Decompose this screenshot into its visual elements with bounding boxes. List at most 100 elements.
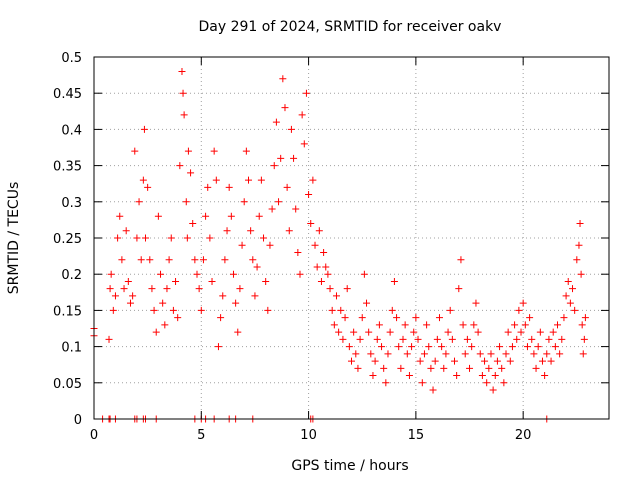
- axis-ticks: 0 0.05 0.1 0.15 0.2 0.25 0.3 0.35 0.4 0.45 0.5 0 5 10…: [53, 51, 609, 443]
- data-point: [206, 234, 214, 242]
- data-point: [543, 350, 551, 358]
- data-point: [163, 285, 171, 293]
- data-point: [498, 364, 506, 372]
- data-point: [307, 220, 315, 228]
- y-tick-label: 0.3: [61, 196, 82, 211]
- data-point: [397, 364, 405, 372]
- data-point: [487, 350, 495, 358]
- data-point: [332, 292, 340, 300]
- data-point: [459, 321, 467, 329]
- data-point: [352, 350, 360, 358]
- data-point: [322, 263, 330, 271]
- data-point: [240, 198, 248, 206]
- data-point: [292, 205, 300, 213]
- data-point: [106, 285, 114, 293]
- data-point: [401, 321, 409, 329]
- data-point: [423, 321, 431, 329]
- data-point: [506, 357, 514, 365]
- data-point: [341, 314, 349, 322]
- data-point: [326, 285, 334, 293]
- data-point: [199, 256, 207, 264]
- data-point: [129, 292, 137, 300]
- data-point: [124, 277, 132, 285]
- data-point: [232, 299, 240, 307]
- data-point: [189, 220, 197, 228]
- data-point: [195, 285, 203, 293]
- y-tick-label: 0.15: [53, 304, 82, 319]
- data-point: [183, 234, 191, 242]
- data-point: [107, 270, 115, 278]
- data-point: [453, 372, 461, 380]
- data-point: [390, 277, 398, 285]
- data-point: [519, 299, 527, 307]
- data-point: [122, 227, 130, 235]
- data-point: [227, 212, 235, 220]
- data-point: [174, 314, 182, 322]
- data-point: [448, 335, 456, 343]
- data-point: [283, 183, 291, 191]
- data-point: [427, 364, 435, 372]
- data-point: [229, 270, 237, 278]
- data-point: [386, 328, 394, 336]
- data-point: [161, 321, 169, 329]
- data-point: [384, 350, 392, 358]
- data-point: [272, 118, 280, 126]
- y-tick-label: 0.05: [53, 377, 82, 392]
- data-point: [556, 350, 564, 358]
- data-point: [418, 379, 426, 387]
- data-point: [564, 277, 572, 285]
- data-point: [165, 256, 173, 264]
- data-point: [433, 335, 441, 343]
- y-tick-label: 0.35: [53, 160, 82, 175]
- y-tick-label: 0.1: [61, 341, 82, 356]
- data-point: [210, 147, 218, 155]
- data-point: [305, 191, 313, 199]
- data-point: [320, 248, 328, 256]
- data-point: [339, 335, 347, 343]
- data-point: [219, 292, 227, 300]
- data-point: [485, 364, 493, 372]
- data-point: [169, 306, 177, 314]
- data-point: [116, 212, 124, 220]
- data-point: [287, 125, 295, 133]
- data-point: [187, 169, 195, 177]
- data-point: [578, 321, 586, 329]
- data-point: [118, 256, 126, 264]
- data-point: [515, 306, 523, 314]
- data-point: [343, 285, 351, 293]
- data-point: [120, 285, 128, 293]
- x-tick-label: 15: [408, 428, 425, 443]
- data-point: [257, 176, 265, 184]
- data-point: [560, 314, 568, 322]
- data-point: [455, 285, 463, 293]
- data-point: [270, 162, 278, 170]
- data-point: [159, 299, 167, 307]
- data-point: [262, 277, 270, 285]
- data-point: [363, 299, 371, 307]
- data-point: [554, 321, 561, 329]
- data-point: [579, 350, 587, 358]
- data-point: [111, 292, 119, 300]
- data-point: [182, 198, 190, 206]
- data-point: [315, 227, 323, 235]
- data-point: [268, 205, 276, 213]
- data-point: [324, 270, 332, 278]
- data-point: [405, 372, 413, 380]
- data-point: [247, 227, 255, 235]
- data-point: [446, 306, 454, 314]
- data-point: [435, 314, 443, 322]
- data-point: [179, 89, 187, 97]
- y-tick-label: 0.25: [53, 232, 82, 247]
- data-point: [569, 285, 577, 293]
- data-point: [444, 328, 452, 336]
- data-point: [463, 335, 471, 343]
- data-point: [375, 321, 383, 329]
- data-point: [180, 111, 188, 119]
- data-point: [581, 314, 589, 322]
- data-point: [414, 335, 422, 343]
- data-point: [238, 241, 246, 249]
- x-axis-label: GPS time / hours: [291, 458, 408, 474]
- data-point: [328, 306, 336, 314]
- data-point: [517, 328, 525, 336]
